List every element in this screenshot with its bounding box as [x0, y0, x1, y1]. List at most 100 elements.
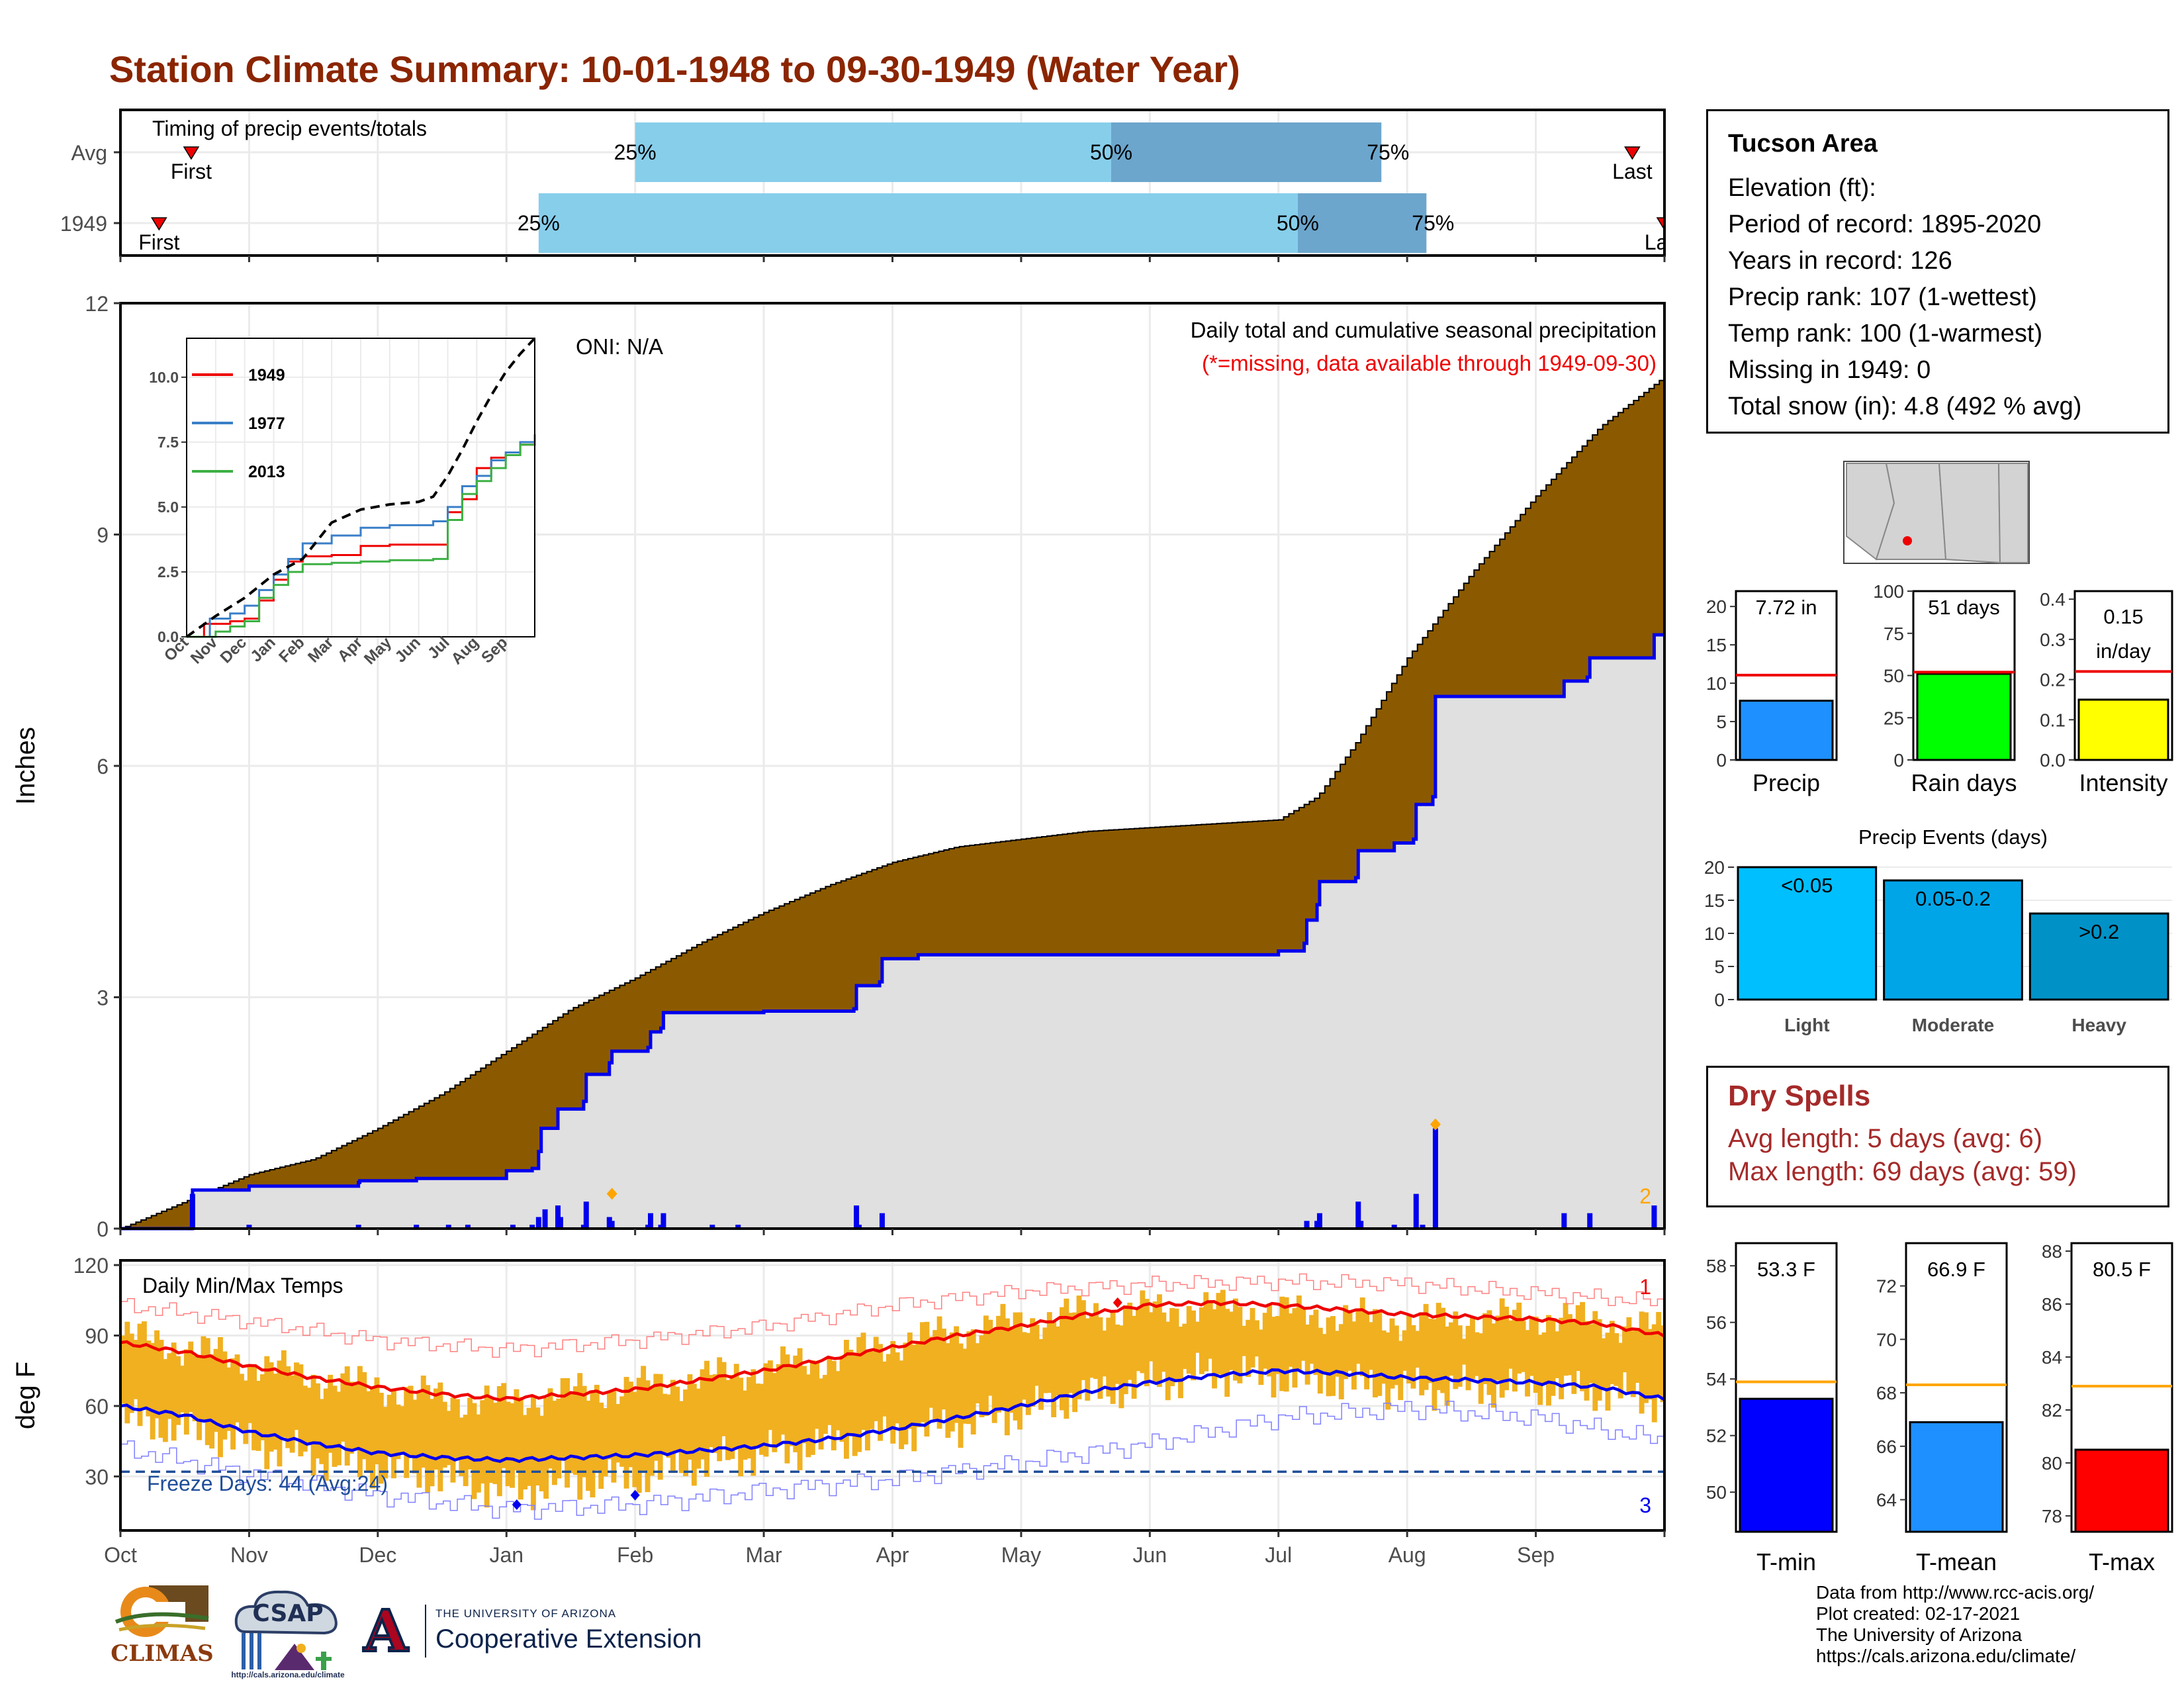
daily-temp-range-bar: [514, 1389, 520, 1471]
oni-label: ONI: N/A: [576, 334, 663, 359]
csap-logo-graphic: [234, 1590, 338, 1670]
inset-ytick-label: 7.5: [158, 434, 179, 451]
daily-temp-range-bar: [733, 1364, 739, 1448]
daily-precip-bar: [1420, 1225, 1426, 1229]
gauge-ytick-label: 75: [1884, 624, 1904, 644]
dry-spells-box: Dry Spells Avg length: 5 days (avg: 6) M…: [1706, 1066, 2169, 1207]
month-tick-label: May: [1001, 1543, 1041, 1567]
month-tick-label: Dec: [359, 1543, 396, 1567]
daily-precip-bar: [1358, 1221, 1364, 1229]
daily-temp-range-bar: [446, 1411, 452, 1466]
daily-temp-range-bar: [607, 1391, 612, 1460]
daily-temp-range-bar: [1377, 1309, 1383, 1396]
daily-temp-range-bar: [128, 1333, 134, 1413]
daily-temp-range-bar: [255, 1381, 261, 1451]
daily-temp-range-bar: [230, 1358, 236, 1450]
daily-temp-range-bar: [572, 1386, 578, 1476]
daily-temp-range-bar: [1118, 1325, 1124, 1409]
daily-temp-range-bar: [1359, 1297, 1365, 1376]
daily-temp-range-bar: [941, 1329, 946, 1410]
daily-temp-range-bar: [928, 1336, 934, 1408]
timing-row-label: Avg: [71, 141, 107, 165]
daily-temp-range-bar: [1435, 1303, 1441, 1390]
gauge-rain-days: 0 25 50 75 100 51 days Rain days: [1873, 581, 2017, 796]
daily-temp-range-bar: [247, 1365, 253, 1423]
daily-temp-range-bar: [1288, 1313, 1294, 1367]
daily-temp-range-bar: [480, 1400, 486, 1484]
daily-temp-range-bar: [611, 1389, 617, 1483]
daily-temp-range-bar: [1051, 1321, 1057, 1417]
temps-panel: 30 60 90 120 Oct Nov Dec Jan Feb Mar Apr May Jun Jul A…: [11, 1254, 1666, 1567]
events-ytick-label: 0: [1714, 990, 1725, 1010]
precip-subtitle: (*=missing, data available through 1949-…: [1202, 351, 1657, 375]
daily-temp-range-bar: [915, 1342, 921, 1427]
ua-big-text: Cooperative Extension: [435, 1624, 702, 1654]
climas-logo-text: CLIMAS: [111, 1640, 214, 1667]
gauge-ytick-label: 50: [1884, 666, 1904, 686]
daily-temp-range-bar: [1237, 1307, 1243, 1383]
inset-series-line: [187, 436, 536, 638]
daily-temp-range-bar: [467, 1397, 473, 1470]
daily-temp-range-bar: [1165, 1321, 1171, 1401]
last-event-marker: [1624, 146, 1641, 160]
daily-temp-range-bar: [1089, 1313, 1095, 1378]
timing-p25-label: 25%: [518, 211, 560, 235]
daily-temp-range-bar: [751, 1369, 756, 1476]
gauge-ytick-label: 0.3: [2040, 630, 2066, 650]
timing-bar-25-50: [635, 122, 1112, 182]
daily-temp-range-bar: [1635, 1330, 1641, 1383]
gauge-value-bar: [1739, 1397, 1834, 1533]
gauge-ytick-label: 0.1: [2040, 710, 2066, 730]
daily-temp-range-bar: [328, 1374, 334, 1453]
daily-temp-range-bar: [238, 1374, 244, 1432]
gauge-ytick-label: 72: [1876, 1276, 1897, 1297]
daily-temp-range-bar: [1592, 1311, 1598, 1411]
timing-p50-label: 50%: [1090, 140, 1132, 164]
daily-temp-range-bar: [1246, 1319, 1251, 1378]
events-title: Precip Events (days): [1858, 825, 2048, 849]
max-event-marker: [606, 1188, 617, 1200]
daily-temp-range-bar: [488, 1397, 494, 1483]
first-event-marker: [150, 217, 167, 231]
daily-temp-range-bar: [484, 1385, 490, 1508]
daily-temp-range-bar: [801, 1366, 807, 1444]
inset-ytick-label: 2.5: [158, 563, 179, 581]
daily-temp-range-bar: [924, 1321, 930, 1437]
daily-temp-range-bar: [936, 1316, 942, 1429]
gauge-ytick-label: 10: [1706, 673, 1727, 694]
event-bar-label: <0.05: [1781, 874, 1833, 897]
daily-temp-range-bar: [336, 1391, 341, 1466]
daily-temp-range-bar: [721, 1362, 727, 1436]
daily-temp-range-bar: [1152, 1301, 1158, 1383]
timing-p75-label: 75%: [1367, 140, 1409, 164]
daily-temp-range-bar: [150, 1342, 156, 1440]
gauge-ytick-label: 0: [1716, 750, 1727, 771]
precip-ytick-label: 12: [85, 292, 109, 316]
daily-temp-range-bar: [712, 1374, 718, 1453]
daily-temp-range-bar: [687, 1374, 693, 1460]
daily-temp-range-bar: [814, 1360, 820, 1429]
daily-temp-range-bar: [708, 1375, 714, 1448]
daily-temp-range-bar: [1529, 1316, 1535, 1376]
gauge-ytick-label: 68: [1876, 1383, 1897, 1403]
daily-temp-range-bar: [856, 1336, 862, 1452]
daily-temp-range-bar: [1567, 1314, 1572, 1376]
daily-temp-range-bar: [839, 1356, 845, 1442]
daily-temp-range-bar: [1068, 1313, 1073, 1393]
daily-temp-range-bar: [598, 1402, 604, 1489]
daily-temp-range-bar: [1559, 1317, 1565, 1399]
temps-ytick-label: 60: [85, 1395, 109, 1419]
daily-temp-range-bar: [920, 1322, 925, 1423]
daily-temp-range-bar: [1334, 1331, 1340, 1377]
station-location-dot: [1903, 536, 1912, 545]
daily-temp-range-bar: [1516, 1302, 1522, 1374]
daily-temp-range-bar: [281, 1350, 287, 1438]
daily-temp-range-bar: [678, 1401, 684, 1474]
daily-temp-range-bar: [788, 1367, 794, 1446]
daily-temp-range-bar: [222, 1351, 228, 1440]
daily-temp-range-bar: [996, 1315, 1001, 1413]
first-event-label: First: [171, 160, 212, 183]
daily-temp-range-bar: [441, 1401, 447, 1468]
